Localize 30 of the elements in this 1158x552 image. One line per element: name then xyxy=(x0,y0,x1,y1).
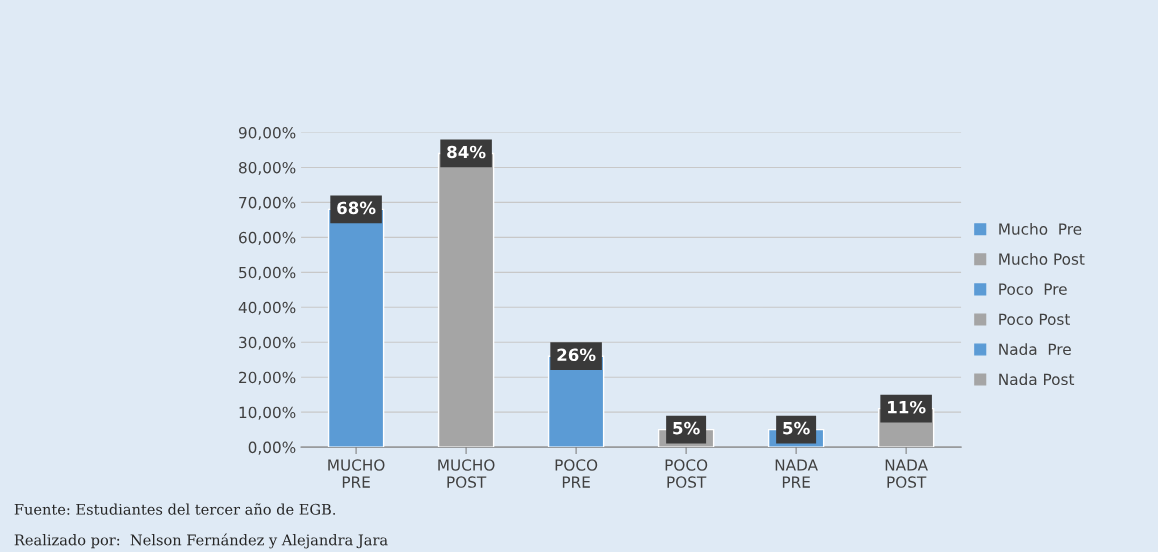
x-tick-label: NADA PRE xyxy=(775,459,818,488)
x-tick-label: MUCHO PRE xyxy=(328,459,385,488)
legend-label: Poco Post xyxy=(999,313,1071,325)
text: Realizado por: Nelson Fernández y Alejandra Jara xyxy=(14,533,388,549)
y-tick-label: 90,00% xyxy=(238,126,296,141)
y-tick-label: 20,00% xyxy=(239,371,296,385)
x-tick-label: MUCHO POST xyxy=(438,459,495,488)
y-tick-label: 70,00% xyxy=(239,196,296,210)
y-tick-label: 40,00% xyxy=(238,301,296,315)
x-tick-label: POCO PRE xyxy=(555,459,598,488)
y-tick-label: 60,00% xyxy=(239,231,296,245)
data-label: 68% xyxy=(337,201,376,215)
data-label: 26% xyxy=(557,348,596,362)
legend-label: Poco Pre xyxy=(999,283,1067,295)
y-tick-label: 30,00% xyxy=(239,336,296,350)
legend-label: Nada Post xyxy=(999,373,1075,386)
y-tick-label: 50,00% xyxy=(239,266,296,280)
legend-label: Nada Pre xyxy=(999,343,1071,356)
data-label: 11% xyxy=(888,400,926,414)
data-label: 5% xyxy=(673,421,700,435)
y-tick-label: 80,00% xyxy=(239,161,296,176)
y-tick-label: 0,00% xyxy=(248,441,296,455)
data-label: 5% xyxy=(783,421,810,435)
x-tick-label: NADA POST xyxy=(885,459,928,488)
legend-label: Mucho Pre xyxy=(999,222,1082,235)
source-note: Fuente: Estudiantes del tercer año de EGB. xyxy=(14,503,336,515)
y-tick-label: 10,00% xyxy=(239,406,296,420)
legend-label: Mucho Post xyxy=(999,253,1085,265)
x-tick-label: POCO POST xyxy=(665,459,708,488)
data-label: 84% xyxy=(447,145,486,159)
